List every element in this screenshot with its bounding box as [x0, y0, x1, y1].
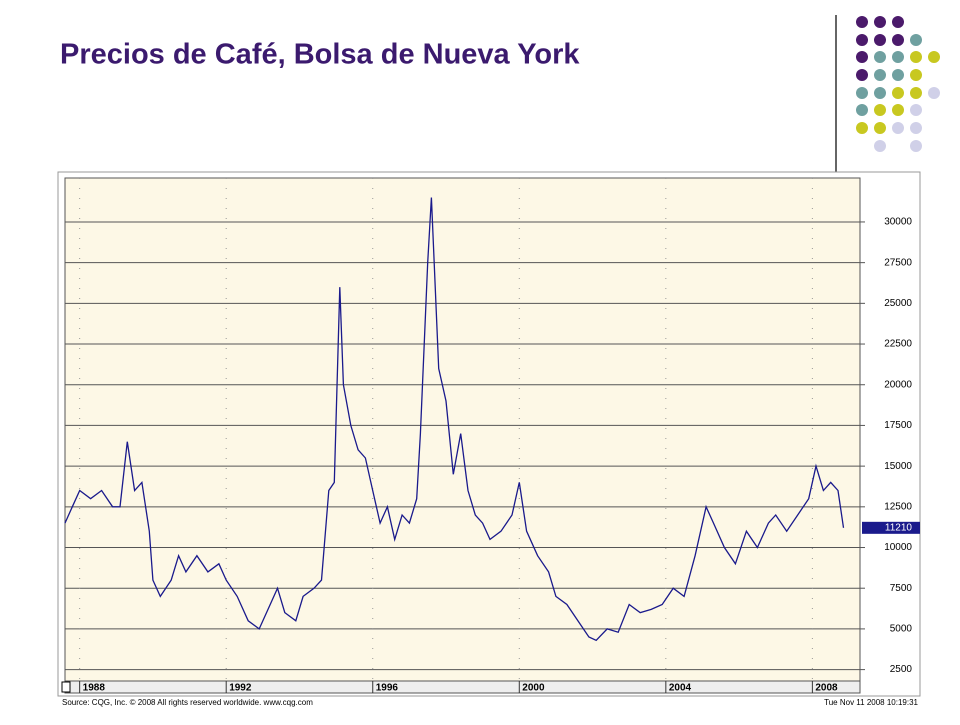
y-tick-label: 7500 [890, 583, 913, 594]
decor-dots [856, 16, 940, 152]
y-tick-label: 12500 [884, 501, 912, 512]
x-tick-label: 2004 [669, 683, 692, 694]
x-tick-label: 2008 [815, 683, 838, 694]
x-axis-strip [64, 680, 861, 694]
x-tick-label: 2000 [522, 683, 545, 694]
source-note: Source: CQG, Inc. © 2008 All rights rese… [62, 698, 313, 707]
y-tick-label: 20000 [884, 379, 912, 390]
y-tick-label: 27500 [884, 257, 912, 268]
timestamp: Tue Nov 11 2008 10:19:31 [824, 698, 918, 707]
y-tick-label: 17500 [884, 420, 912, 431]
y-tick-label: 2500 [890, 664, 913, 675]
x-tick-label: 1992 [229, 683, 252, 694]
y-tick-label: 5000 [890, 624, 913, 635]
y-tick-label: 10000 [884, 542, 912, 553]
plot-area [64, 177, 861, 682]
axis-icon [61, 681, 71, 693]
plot: 2500 5000 7500 10000 12500 15000 17500 20000 225… [64, 178, 920, 694]
y-tick-label: 22500 [884, 339, 912, 350]
y-tick-label: 30000 [884, 217, 912, 228]
y-tick-label: 25000 [884, 298, 912, 309]
x-tick-label: 1988 [83, 683, 106, 694]
price-line [64, 197, 845, 642]
x-tick-label: 1996 [376, 683, 399, 694]
last-price-label: 11210 [885, 522, 913, 533]
y-tick-label: 15000 [884, 461, 912, 472]
slide-title: Precios de Café, Bolsa de Nueva York [60, 39, 580, 71]
last-price-box [862, 521, 920, 534]
